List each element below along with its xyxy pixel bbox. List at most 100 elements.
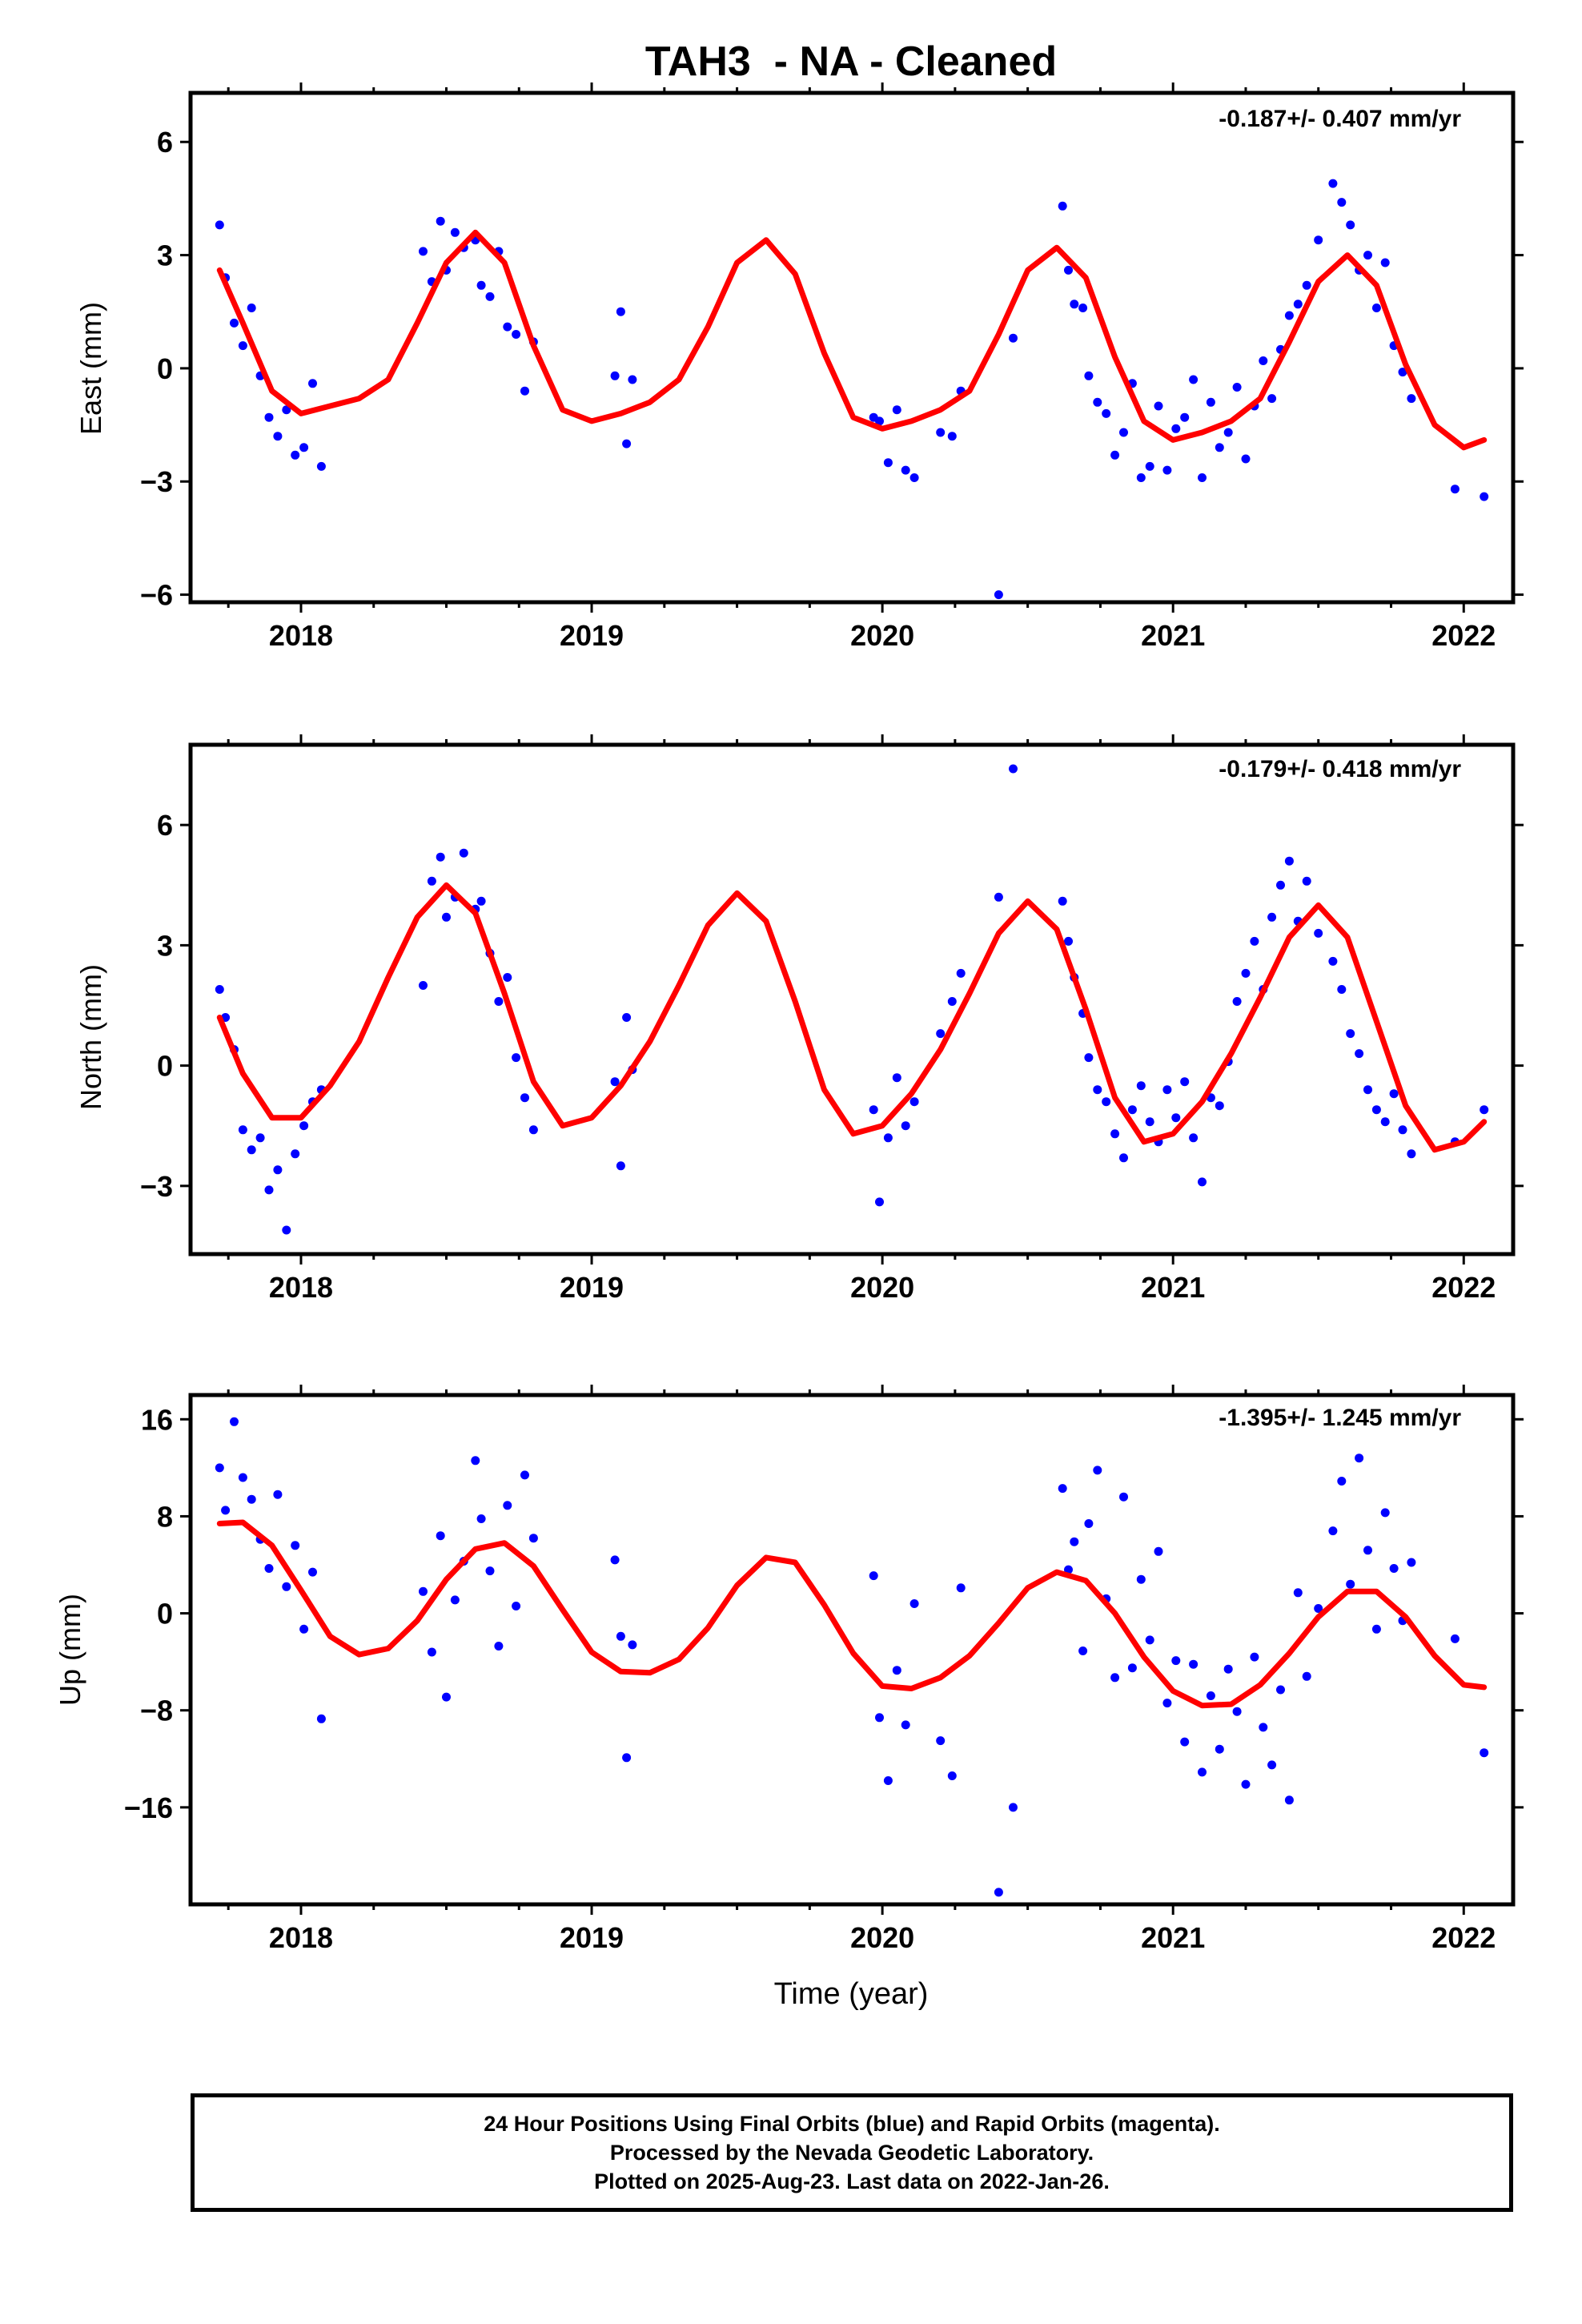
up-data-point <box>316 1714 326 1723</box>
x-axis-label: Time (year) <box>774 1977 929 2011</box>
north-data-point <box>1241 968 1251 978</box>
up-data-point <box>299 1624 309 1634</box>
east-data-point <box>892 405 901 415</box>
east-data-point <box>436 216 445 226</box>
east-data-point <box>1241 454 1251 464</box>
north-data-point <box>1363 1085 1372 1095</box>
up-data-point <box>1480 1748 1489 1758</box>
up-data-point <box>1127 1663 1137 1673</box>
north-data-point <box>1180 1077 1190 1087</box>
north-data-point <box>1398 1125 1407 1135</box>
up-data-point <box>909 1599 919 1608</box>
east-data-point <box>883 458 893 468</box>
east-data-point <box>1198 473 1207 482</box>
east-data-point <box>1293 300 1303 309</box>
north-data-point <box>1189 1133 1199 1143</box>
east-data-point <box>875 416 884 426</box>
north-data-point <box>1064 936 1073 946</box>
east-data-point <box>450 227 460 237</box>
north-data-point <box>255 1133 265 1143</box>
east-data-point <box>485 292 495 301</box>
up-data-point <box>1084 1519 1094 1528</box>
north-x-tick-label: 2018 <box>269 1271 333 1304</box>
east-data-point <box>628 375 637 384</box>
east-data-point <box>1337 198 1347 207</box>
up-data-point <box>1198 1767 1207 1777</box>
up-data-point <box>215 1463 224 1473</box>
east-data-point <box>476 280 486 290</box>
north-data-point <box>1480 1105 1489 1115</box>
up-data-point <box>238 1473 247 1482</box>
up-data-point <box>1259 1723 1268 1732</box>
up-plot-frame <box>188 1393 1516 1907</box>
up-y-tick-label: −16 <box>124 1791 173 1824</box>
east-data-point <box>419 247 428 256</box>
east-data-point <box>247 304 256 312</box>
east-data-point <box>503 322 512 332</box>
north-data-point <box>622 1013 632 1022</box>
north-plot-area <box>215 764 1489 1235</box>
north-data-point <box>936 1029 946 1039</box>
up-data-point <box>528 1534 538 1543</box>
north-model-curve <box>216 882 1488 1153</box>
east-data-point <box>215 220 224 230</box>
up-y-tick-label: 16 <box>141 1403 173 1436</box>
east-plot-area <box>215 179 1489 600</box>
east-x-tick-label: 2021 <box>1141 619 1205 652</box>
up-data-point <box>503 1501 512 1510</box>
north-data-point <box>1302 876 1311 886</box>
east-data-point <box>291 450 300 460</box>
up-data-point <box>485 1566 495 1576</box>
north-y-tick-label: 0 <box>157 1050 173 1083</box>
north-data-point <box>528 1125 538 1135</box>
up-data-point <box>1328 1526 1338 1536</box>
north-data-point <box>1058 896 1067 906</box>
up-x-tick-label: 2019 <box>560 1921 624 1954</box>
up-data-point <box>901 1720 910 1730</box>
east-data-point <box>909 473 919 482</box>
footer-info-box: 24 Hour Positions Using Final Orbits (bl… <box>191 2093 1513 2212</box>
north-data-point <box>291 1149 300 1159</box>
north-data-point <box>1346 1029 1355 1039</box>
up-data-point <box>1162 1699 1172 1708</box>
east-y-tick-label: 6 <box>157 126 173 159</box>
north-data-point <box>1355 1049 1364 1059</box>
up-data-point <box>520 1470 529 1480</box>
north-x-tick-label: 2022 <box>1431 1271 1496 1304</box>
east-data-point <box>1070 300 1079 309</box>
east-data-point <box>1398 368 1407 377</box>
up-data-point <box>291 1541 300 1550</box>
north-data-point <box>1127 1105 1137 1115</box>
east-data-point <box>1407 394 1416 404</box>
east-data-point <box>1302 280 1311 290</box>
east-data-point <box>264 412 274 422</box>
up-data-point <box>1093 1466 1102 1475</box>
north-data-point <box>1009 764 1018 774</box>
east-y-tick-label: 3 <box>157 239 173 272</box>
east-data-point <box>1102 408 1111 418</box>
north-x-tick-label: 2019 <box>560 1271 624 1304</box>
east-data-point <box>238 341 247 351</box>
north-rate-label: -0.179+/- 0.418 mm/yr <box>1219 756 1461 782</box>
east-y-tick-label: −6 <box>140 579 173 612</box>
up-data-point <box>1284 1795 1294 1805</box>
up-data-point <box>622 1753 632 1763</box>
north-data-point <box>875 1197 884 1207</box>
east-data-point <box>1093 397 1102 407</box>
north-data-point <box>1250 936 1259 946</box>
up-data-point <box>994 1888 1003 1897</box>
north-data-point <box>264 1185 274 1195</box>
north-data-point <box>994 892 1003 902</box>
up-data-point <box>1407 1558 1416 1567</box>
east-data-point <box>1162 465 1172 475</box>
north-data-point <box>1110 1129 1120 1139</box>
east-data-point <box>1380 258 1390 267</box>
east-rate-label: -0.187+/- 0.407 mm/yr <box>1219 106 1461 132</box>
north-data-point <box>1267 912 1277 922</box>
east-data-point <box>1119 428 1128 437</box>
north-data-point <box>299 1121 309 1131</box>
up-model-curve <box>216 1519 1488 1709</box>
up-data-point <box>1189 1659 1199 1669</box>
east-data-point <box>1223 428 1233 437</box>
up-x-tick-label: 2022 <box>1431 1921 1496 1954</box>
